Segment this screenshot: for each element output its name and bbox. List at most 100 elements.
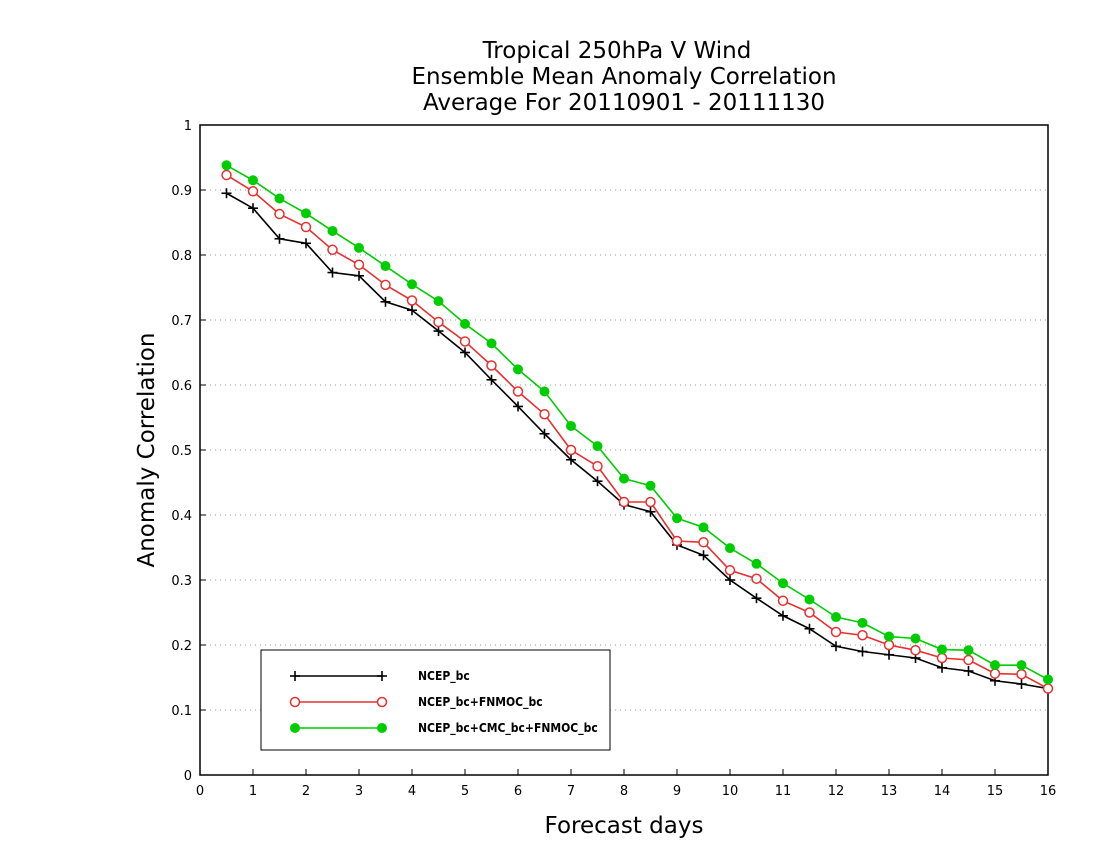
series-0-point-18 (698, 550, 709, 561)
x-tick-label-6: 6 (514, 784, 522, 799)
x-tick-label-2: 2 (302, 784, 310, 799)
legend-marker-right-1 (376, 696, 388, 708)
series-1-point-7 (406, 295, 418, 306)
x-axis-ticks: 0 1 2 3 4 5 6 7 8 9 10 11 12 13 14 15 16 (196, 769, 1056, 799)
series-1-point-31 (1042, 683, 1054, 694)
series-1-point-0 (221, 169, 232, 181)
series-2-point-7 (407, 279, 417, 290)
x-tick-label-5: 5 (461, 784, 469, 799)
y-tick-label-3: 0.3 (171, 574, 192, 589)
y-tick-label-9: 0.9 (171, 184, 192, 199)
y-tick-label-1: 0.1 (171, 704, 192, 719)
series-2 (221, 160, 1053, 685)
series-2-point-29 (990, 660, 1000, 671)
series-1-point-5 (353, 259, 365, 270)
series-0-point-4 (327, 267, 338, 278)
x-tick-label-1: 1 (249, 784, 257, 799)
series-1-point-13 (565, 444, 577, 456)
y-axis-label: Anomaly Correlation (134, 332, 160, 567)
legend-item-1: NCEP_bc+FNMOC_bc (289, 695, 543, 710)
legend-marker-left-2 (290, 723, 300, 733)
series-0-point-25 (884, 649, 894, 660)
series-2-point-30 (1016, 660, 1027, 671)
series-0-point-19 (725, 575, 735, 585)
y-tick-label-0: 0 (184, 769, 192, 784)
series-1-point-3 (300, 221, 312, 233)
series-2-point-23 (831, 612, 841, 623)
series-2-point-21 (778, 578, 788, 589)
series-2-point-26 (910, 633, 921, 644)
series-1-point-10 (486, 360, 497, 371)
series-2-point-20 (751, 558, 762, 569)
x-tick-label-13: 13 (881, 784, 898, 799)
y-axis-ticks: 0 0.1 0.2 0.3 0.4 0.5 0.6 0.7 0.8 0.9 1 (171, 119, 206, 784)
series-2-point-24 (857, 617, 868, 628)
series-2-point-5 (354, 242, 364, 253)
chart-title-line-1: Tropical 250hPa V Wind (482, 38, 752, 64)
series-0-point-6 (380, 296, 391, 307)
series-2-point-19 (725, 543, 735, 554)
series-1-point-25 (883, 639, 895, 651)
series-2-point-28 (963, 645, 974, 656)
x-tick-label-12: 12 (828, 784, 845, 799)
series-2-point-25 (884, 631, 894, 642)
series-2-point-9 (460, 318, 470, 329)
series-2-point-8 (433, 296, 444, 307)
series-0-point-13 (566, 454, 576, 465)
chart-title-line-3: Average For 20110901 - 20111130 (423, 90, 825, 116)
series-2-point-27 (937, 644, 947, 655)
series-0-point-22 (804, 623, 815, 634)
legend-marker-right-2 (377, 723, 387, 733)
chart-title: Tropical 250hPa V Wind Ensemble Mean Ano… (411, 38, 836, 116)
x-tick-label-15: 15 (987, 784, 1004, 799)
series-2-point-1 (248, 175, 258, 186)
x-tick-label-11: 11 (775, 784, 792, 799)
series-0-point-10 (486, 374, 497, 385)
legend-marker-left-1 (289, 696, 301, 708)
x-tick-label-4: 4 (408, 784, 416, 799)
series-0-point-9 (460, 347, 470, 358)
series-layer (221, 160, 1054, 694)
series-2-point-22 (804, 594, 815, 605)
series-1-point-2 (274, 208, 285, 220)
series-0-point-1 (248, 203, 258, 214)
series-1-point-18 (698, 537, 709, 548)
series-1-point-14 (592, 461, 603, 472)
series-1-point-4 (327, 244, 338, 256)
series-1-point-23 (830, 626, 842, 638)
series-0-line (226, 192, 1049, 690)
series-1-point-19 (724, 565, 736, 576)
series-0-point-21 (778, 610, 788, 621)
x-tick-label-16: 16 (1040, 784, 1057, 799)
series-2-point-17 (672, 513, 682, 524)
series-1 (221, 169, 1054, 694)
series-0-point-14 (592, 476, 603, 487)
y-tick-label-8: 0.8 (171, 249, 192, 264)
series-1-point-11 (512, 386, 524, 397)
series-0 (221, 188, 1053, 694)
series-1-point-24 (857, 630, 868, 641)
x-tick-label-10: 10 (722, 784, 739, 799)
series-1-point-15 (618, 496, 630, 508)
x-tick-label-0: 0 (196, 784, 204, 799)
series-2-point-11 (513, 364, 523, 375)
y-tick-label-4: 0.4 (171, 509, 192, 524)
y-tick-label-6: 0.6 (171, 379, 192, 394)
series-0-point-11 (513, 401, 523, 412)
series-2-point-31 (1043, 674, 1053, 685)
series-1-point-30 (1016, 669, 1027, 680)
series-0-point-8 (433, 326, 444, 337)
x-tick-label-3: 3 (355, 784, 363, 799)
series-0-point-2 (274, 233, 285, 244)
series-2-point-6 (380, 261, 391, 272)
series-0-point-24 (857, 646, 868, 657)
series-1-point-6 (380, 279, 391, 291)
x-tick-label-8: 8 (620, 784, 628, 799)
series-2-point-18 (698, 522, 709, 533)
series-2-point-3 (301, 208, 311, 219)
series-1-point-29 (989, 668, 1001, 679)
y-tick-label-2: 0.2 (171, 639, 192, 654)
series-0-point-20 (751, 593, 762, 604)
series-1-point-17 (671, 535, 683, 547)
